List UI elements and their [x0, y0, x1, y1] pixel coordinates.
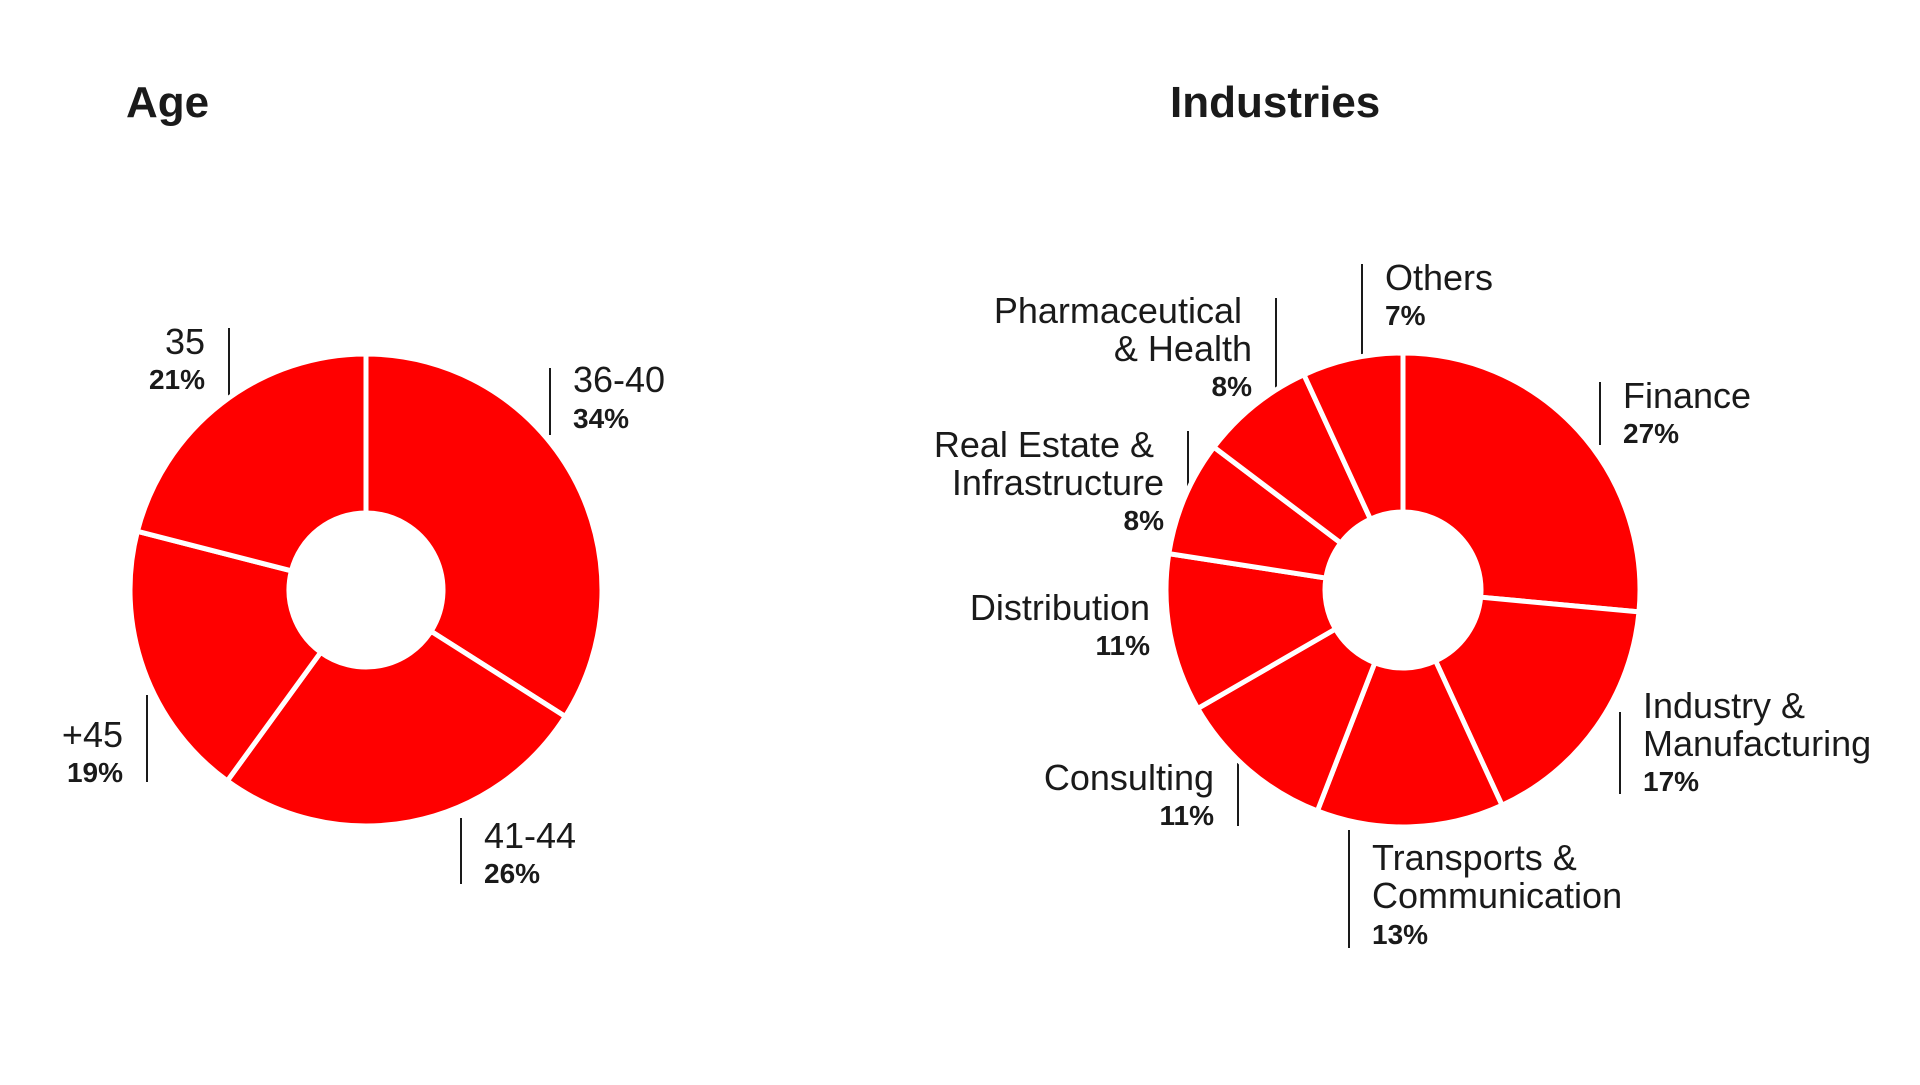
industry-percent-label: 11%: [1096, 630, 1151, 661]
industry-category-label: Finance: [1623, 375, 1751, 416]
industry-category-label-line: Infrastructure: [952, 462, 1164, 503]
industries-donut: [1163, 350, 1643, 830]
age-category-label: 41-44: [484, 815, 576, 856]
industry-category-label-line: Manufacturing: [1643, 723, 1871, 764]
age-slice: [134, 351, 369, 574]
industry-percent-label: 8%: [1124, 505, 1165, 536]
industry-category-label: Consulting: [1044, 757, 1214, 798]
industry-category-label: Real Estate & Infrastructure: [934, 424, 1164, 503]
industry-percent-label: 17%: [1643, 766, 1699, 797]
industry-percent-label: 8%: [1212, 371, 1253, 402]
age-category-label: +45: [62, 714, 123, 755]
industry-slice: [1195, 626, 1378, 814]
industry-category-label-line: Real Estate &: [934, 424, 1154, 465]
industry-category-label: Industry & Manufacturing: [1643, 685, 1871, 764]
industry-category-label-line: Industry &: [1643, 685, 1805, 726]
industry-category-label: Pharmaceutical & Health: [994, 290, 1252, 369]
age-slice: [363, 351, 605, 719]
age-slice: [127, 528, 324, 784]
age-percent-label: 19%: [67, 757, 123, 788]
age-category-label: 35: [165, 321, 205, 362]
age-slice: [224, 628, 568, 829]
industries-chart-title: Industries: [1170, 78, 1380, 127]
industry-percent-label: 7%: [1385, 300, 1426, 331]
industry-percent-label: 27%: [1623, 418, 1679, 449]
age-donut: [127, 351, 605, 829]
industry-slice: [1433, 594, 1642, 808]
industry-slice: [1314, 658, 1505, 830]
industry-slice: [1301, 350, 1406, 522]
industry-category-label-line: Communication: [1372, 875, 1622, 916]
industry-percent-label: 13%: [1372, 919, 1428, 950]
industry-category-label: Others: [1385, 257, 1493, 298]
age-category-label: 36-40: [573, 359, 665, 400]
age-percent-label: 34%: [573, 403, 629, 434]
industry-category-label: Distribution: [970, 587, 1150, 628]
age-percent-label: 21%: [149, 364, 205, 395]
industry-category-label-line: & Health: [1114, 328, 1252, 369]
age-percent-label: 26%: [484, 858, 540, 889]
industry-slice: [1163, 551, 1338, 711]
industry-slice: [1400, 350, 1643, 615]
age-chart-title: Age: [126, 78, 209, 127]
industry-category-label: Transports & Communication: [1372, 837, 1622, 916]
industry-category-label-line: Pharmaceutical: [994, 290, 1242, 331]
industry-category-label-line: Transports &: [1372, 837, 1577, 878]
industry-percent-label: 11%: [1160, 800, 1215, 831]
